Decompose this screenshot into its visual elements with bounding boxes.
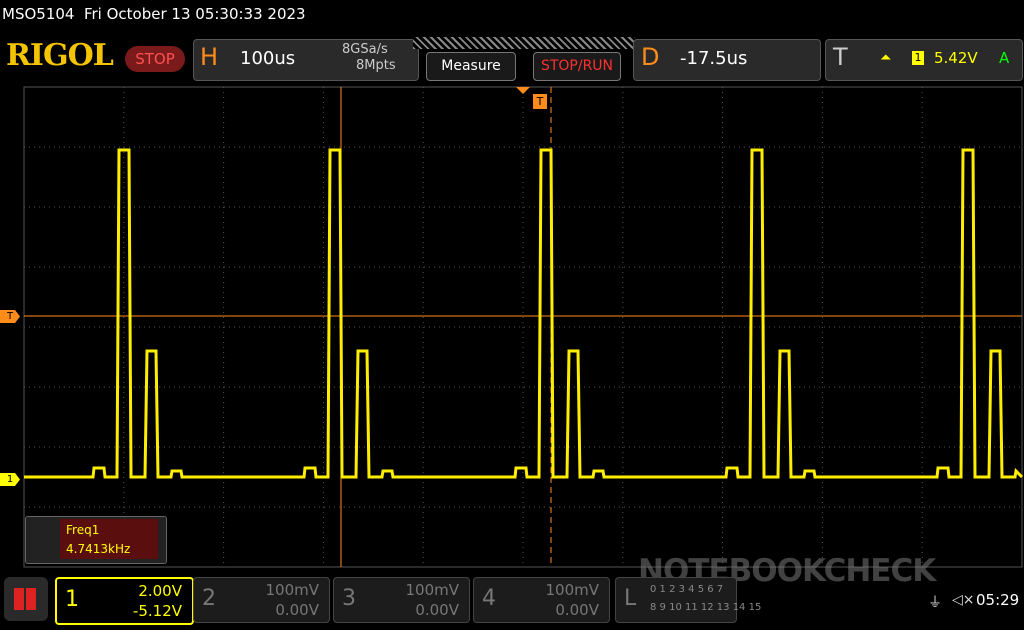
channel-panel[interactable]: 1 2.00V -5.12V xyxy=(55,577,194,625)
channel-offset: 0.00V xyxy=(555,601,599,619)
measurement-value: 4.7413kHz xyxy=(66,542,131,556)
trigger-source: 1 xyxy=(912,51,924,65)
channel-panel[interactable]: 4 100mV 0.00V xyxy=(473,577,610,623)
clock: 05:29 xyxy=(976,591,1020,609)
memory-bar xyxy=(413,37,635,49)
memory-depth: 8Mpts xyxy=(356,58,396,73)
sample-rate: 8GSa/s xyxy=(342,42,388,57)
channel-number: 1 xyxy=(65,587,79,612)
channel-scale: 100mV xyxy=(545,581,599,599)
model-datetime: MSO5104 Fri October 13 05:30:33 2023 xyxy=(2,5,306,23)
trigger-mode: A xyxy=(999,49,1010,67)
channel-panel[interactable]: 2 100mV 0.00V xyxy=(193,577,330,623)
channel-panel[interactable]: 3 100mV 0.00V xyxy=(333,577,470,623)
measurement-bg xyxy=(60,519,158,559)
menu-icon xyxy=(14,588,36,610)
trigger-panel[interactable] xyxy=(825,39,1023,81)
horizontal-panel[interactable] xyxy=(193,39,419,81)
d-label: D xyxy=(641,43,660,71)
h-label: H xyxy=(200,43,219,71)
sound-icon: ◁× xyxy=(952,592,975,608)
channel-scale: 2.00V xyxy=(138,582,182,600)
channel1-trace xyxy=(24,148,1024,479)
timebase: 100us xyxy=(240,48,296,69)
channel-offset: 0.00V xyxy=(415,601,459,619)
measure-button[interactable]: Measure xyxy=(426,52,516,81)
trigger-slope-icon: ⏶ xyxy=(880,50,892,66)
logic-panel[interactable]: L 0 1 2 3 4 5 6 7 8 9 10 11 12 13 14 15 xyxy=(615,577,761,623)
measurement-name: Freq1 xyxy=(66,523,100,537)
logic-row2: 8 9 10 11 12 13 14 15 xyxy=(650,602,762,613)
logic-label: L xyxy=(624,586,637,611)
logo: RIGOL xyxy=(6,38,114,73)
run-state: STOP xyxy=(125,46,185,72)
grid xyxy=(24,87,1022,567)
channel-scale: 100mV xyxy=(405,581,459,599)
delay-panel[interactable] xyxy=(633,39,821,81)
logic-row1: 0 1 2 3 4 5 6 7 xyxy=(650,584,724,595)
trigger-time-marker xyxy=(516,87,530,94)
channel-number: 3 xyxy=(342,586,356,611)
channel-number: 4 xyxy=(482,586,496,611)
stop-run-button[interactable]: STOP/RUN xyxy=(533,52,621,81)
channel-offset: 0.00V xyxy=(275,601,319,619)
t-label: T xyxy=(833,43,848,71)
trigger-level-marker: T xyxy=(0,310,20,323)
delay-value: -17.5us xyxy=(680,48,748,69)
channel-offset: -5.12V xyxy=(132,602,182,620)
channel-scale: 100mV xyxy=(265,581,319,599)
waveform-area xyxy=(23,86,1024,568)
trigger-level: 5.42V xyxy=(934,49,978,67)
usb-icon: ⏚ xyxy=(928,595,942,611)
channel-number: 2 xyxy=(202,586,216,611)
trigger-position-marker: T xyxy=(533,94,547,109)
channel1-marker: 1 xyxy=(0,473,20,486)
